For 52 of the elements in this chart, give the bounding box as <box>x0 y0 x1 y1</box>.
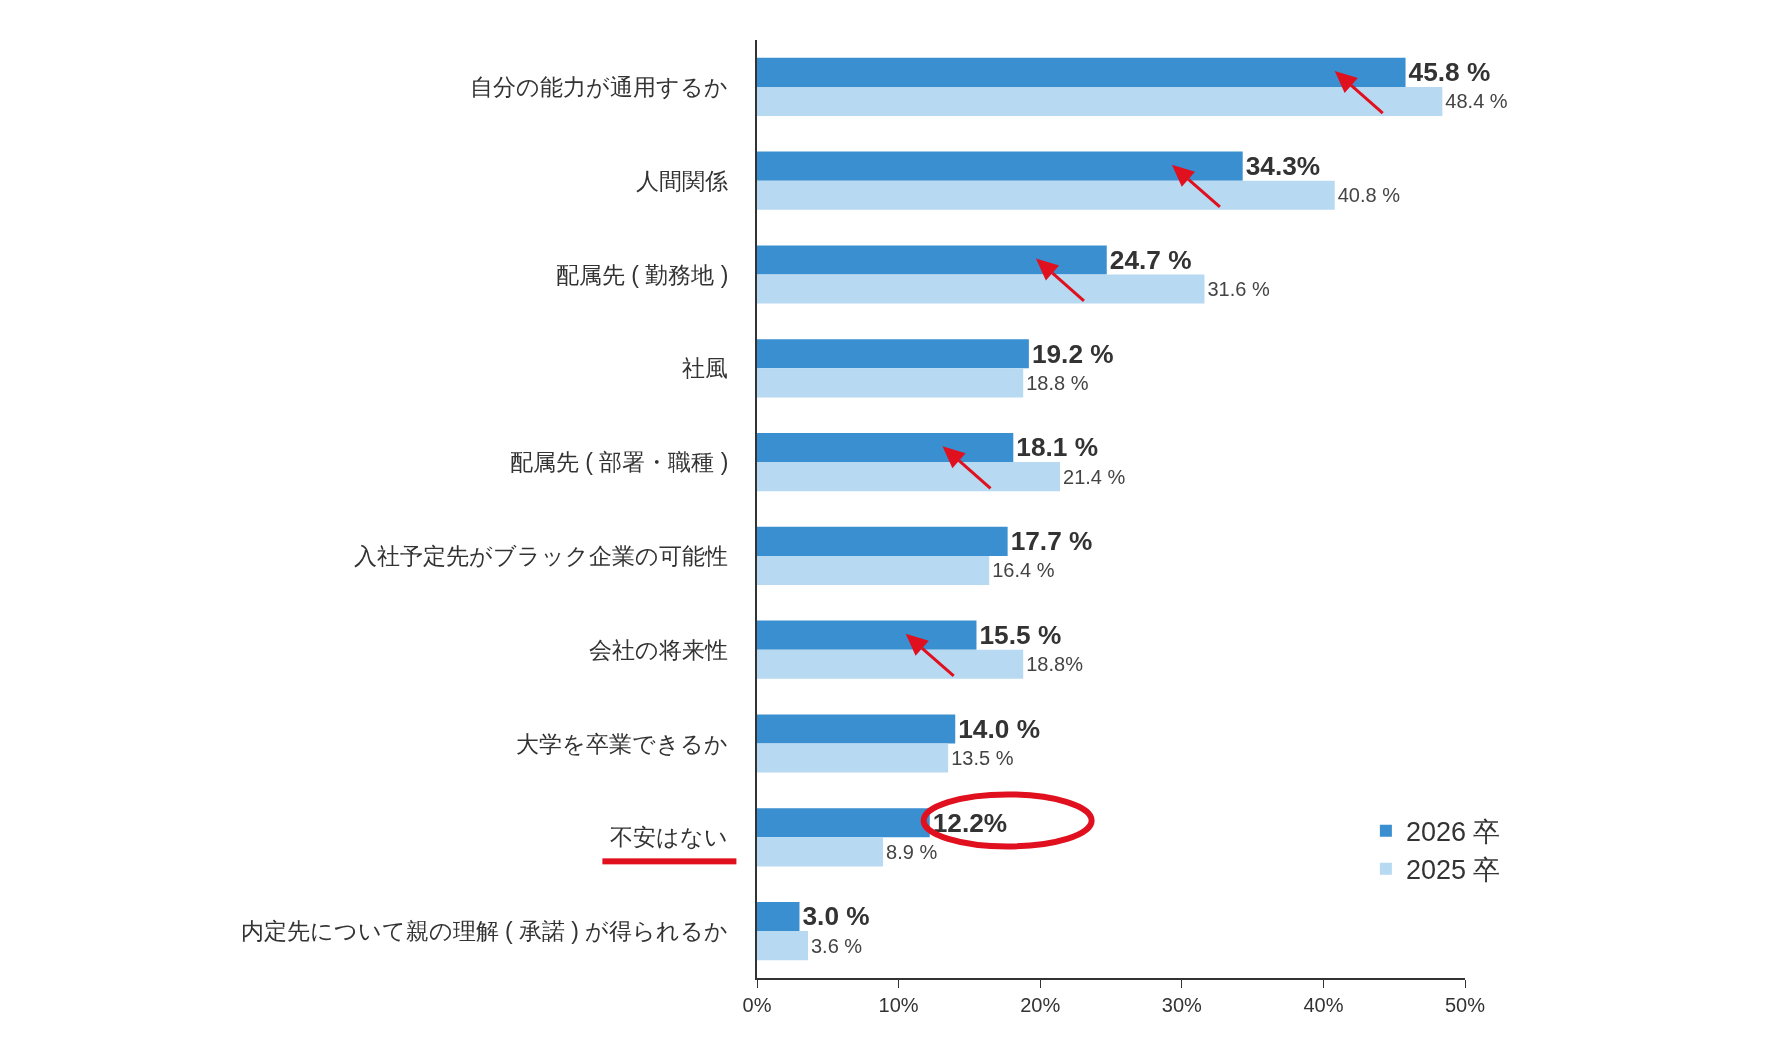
data-label: 3.0 % <box>802 901 870 932</box>
data-label: 15.5 % <box>979 620 1062 651</box>
data-label: 48.4 % <box>1445 90 1508 113</box>
data-label: 14.0 % <box>958 713 1040 744</box>
data-label: 18.8% <box>1026 653 1084 676</box>
bar <box>757 339 1029 369</box>
y-tick-label: 会社の将来性 <box>589 636 729 663</box>
x-tick-label: 0% <box>742 994 772 1016</box>
data-label: 45.8 % <box>1408 57 1491 88</box>
data-label: 12.2% <box>932 807 1008 838</box>
y-tick-label: 不安はない <box>610 824 729 851</box>
x-tick-label: 50% <box>1444 994 1486 1016</box>
data-label: 17.7 % <box>1010 526 1093 557</box>
bar <box>757 837 884 867</box>
data-label: 16.4 % <box>992 559 1055 582</box>
data-label: 40.8 % <box>1337 184 1401 207</box>
data-label: 34.3% <box>1245 151 1321 182</box>
data-label: 21.4 % <box>1063 465 1126 488</box>
data-label: 13.5 % <box>951 747 1014 770</box>
bar <box>757 274 1205 304</box>
legend-label: 2026 卒 <box>1405 817 1501 848</box>
legend-label: 2025 卒 <box>1405 855 1501 886</box>
y-tick-label: 内定先について親の理解 ( 承諾 ) が得られるか <box>240 918 729 945</box>
data-label: 18.8 % <box>1026 371 1089 394</box>
y-tick-label: 入社予定先がブラック企業の可能性 <box>354 542 729 569</box>
bar <box>757 462 1061 492</box>
y-tick-label: 人間関係 <box>636 167 729 194</box>
x-tick-label: 20% <box>1020 994 1061 1016</box>
bar <box>757 555 990 585</box>
bar <box>757 902 800 932</box>
data-label: 19.2 % <box>1031 338 1114 369</box>
x-tick-label: 10% <box>878 994 919 1016</box>
y-tick-label: 社風 <box>682 355 729 382</box>
data-label: 8.9 % <box>886 840 938 863</box>
x-tick-label: 30% <box>1161 994 1203 1016</box>
data-label: 24.7 % <box>1109 244 1192 275</box>
y-tick-label: 大学を卒業できるか <box>516 730 729 757</box>
y-tick-label: 配属先 ( 勤務地 ) <box>555 261 729 288</box>
bar <box>757 86 1443 116</box>
bar <box>757 526 1008 556</box>
y-tick-label: 配属先 ( 部署・職種 ) <box>509 449 729 476</box>
bar <box>757 714 956 744</box>
data-label: 3.6 % <box>810 934 863 957</box>
data-label: 31.6 % <box>1207 278 1270 301</box>
y-tick-label: 自分の能力が通用するか <box>470 73 729 100</box>
bar <box>757 368 1024 398</box>
bar <box>757 649 1024 679</box>
x-tick-label: 40% <box>1303 994 1344 1016</box>
bar <box>757 743 949 773</box>
data-label: 18.1 % <box>1016 432 1099 463</box>
bar <box>757 180 1335 210</box>
bar <box>757 931 808 961</box>
